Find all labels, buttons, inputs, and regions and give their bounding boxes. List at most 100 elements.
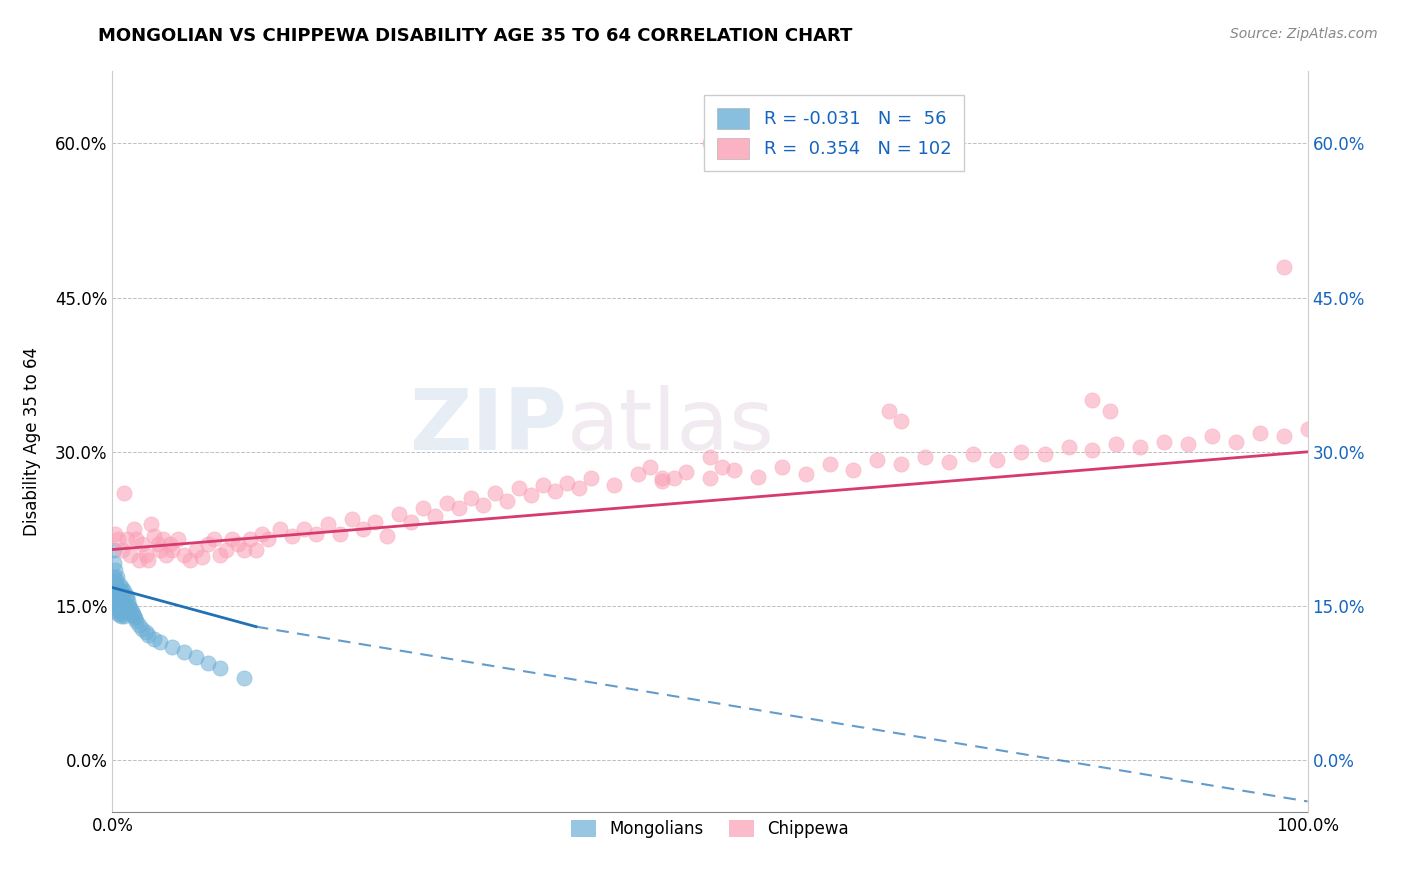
Point	[568, 481, 591, 495]
Point	[143, 529, 166, 543]
Point	[128, 553, 150, 567]
Point	[1105, 436, 1128, 450]
Point	[125, 615, 148, 629]
Point	[112, 587, 135, 601]
Point	[108, 604, 131, 618]
Point	[107, 607, 129, 622]
Point	[143, 632, 166, 646]
Point	[105, 597, 128, 611]
Point	[138, 553, 160, 567]
Point	[111, 542, 134, 557]
Point	[866, 453, 889, 467]
Point	[425, 508, 447, 523]
Point	[197, 656, 219, 670]
Point	[250, 527, 273, 541]
Point	[221, 533, 243, 547]
Point	[138, 628, 160, 642]
Point	[103, 599, 125, 613]
Point	[162, 640, 183, 655]
Point	[162, 542, 183, 557]
Point	[818, 457, 841, 471]
Legend: Mongolians, Chippewa: Mongolians, Chippewa	[561, 810, 859, 847]
Point	[316, 516, 339, 531]
Point	[364, 515, 387, 529]
Point	[186, 542, 208, 557]
Point	[159, 537, 181, 551]
Point	[202, 533, 225, 547]
Point	[107, 581, 129, 595]
Point	[131, 622, 153, 636]
Point	[115, 533, 138, 547]
Point	[179, 553, 201, 567]
Point	[110, 583, 132, 598]
Point	[104, 604, 127, 618]
Point	[104, 527, 127, 541]
Point	[110, 609, 132, 624]
Point	[173, 548, 195, 562]
Point	[484, 486, 506, 500]
Point	[105, 587, 128, 601]
Point	[1057, 440, 1080, 454]
Point	[723, 463, 745, 477]
Point	[1129, 440, 1152, 454]
Point	[1249, 426, 1271, 441]
Point	[460, 491, 482, 505]
Point	[352, 522, 374, 536]
Point	[104, 563, 127, 577]
Point	[122, 609, 145, 624]
Point	[1225, 434, 1247, 449]
Point	[496, 494, 519, 508]
Point	[472, 498, 495, 512]
Point	[1296, 422, 1319, 436]
Point	[447, 501, 470, 516]
Point	[103, 570, 125, 584]
Point	[111, 607, 134, 622]
Point	[603, 477, 626, 491]
Text: atlas: atlas	[567, 385, 775, 468]
Point	[1177, 436, 1199, 450]
Point	[579, 470, 602, 484]
Point	[1272, 260, 1295, 274]
Point	[794, 467, 817, 482]
Point	[962, 447, 984, 461]
Point	[239, 533, 262, 547]
Point	[711, 460, 734, 475]
Point	[938, 455, 960, 469]
Point	[105, 583, 128, 598]
Point	[118, 599, 141, 613]
Point	[191, 549, 214, 564]
Point	[124, 611, 146, 625]
Point	[103, 542, 125, 557]
Point	[879, 403, 901, 417]
Point	[747, 469, 769, 483]
Point	[121, 604, 143, 618]
Point	[115, 601, 138, 615]
Point	[531, 477, 554, 491]
Point	[233, 671, 256, 685]
Point	[292, 522, 315, 536]
Point	[1153, 434, 1175, 449]
Point	[305, 527, 328, 541]
Point	[215, 542, 238, 557]
Point	[117, 594, 139, 608]
Point	[149, 542, 172, 557]
Point	[149, 635, 172, 649]
Point	[555, 475, 578, 490]
Point	[105, 570, 128, 584]
Point	[104, 576, 127, 591]
Point	[173, 645, 195, 659]
Point	[209, 548, 232, 562]
Point	[103, 583, 125, 598]
Point	[986, 453, 1008, 467]
Point	[135, 624, 157, 639]
Point	[112, 599, 135, 613]
Point	[114, 591, 136, 605]
Point	[1272, 429, 1295, 443]
Point	[664, 470, 686, 484]
Point	[1099, 403, 1122, 417]
Point	[114, 486, 135, 500]
Point	[699, 450, 721, 464]
Point	[121, 607, 143, 622]
Point	[640, 460, 662, 475]
Point	[105, 601, 128, 615]
